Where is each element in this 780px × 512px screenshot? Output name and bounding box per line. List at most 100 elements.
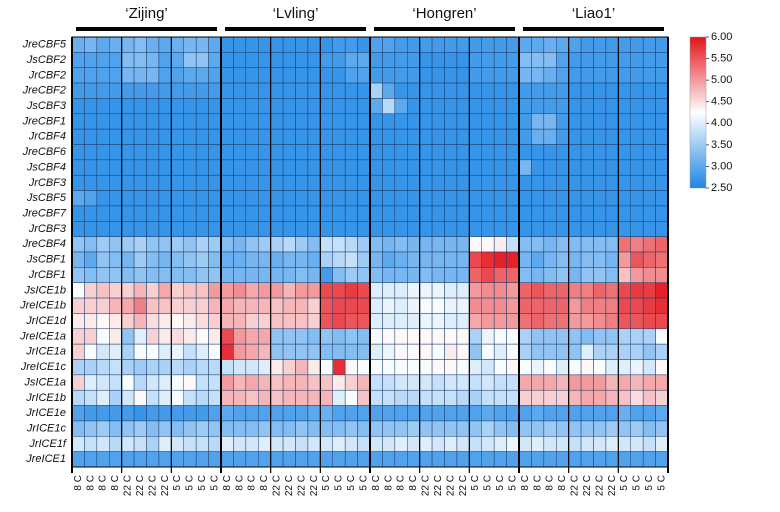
heat-cell — [282, 405, 296, 422]
heat-cell — [506, 359, 520, 376]
heat-cell — [481, 313, 495, 330]
heat-cell — [245, 159, 259, 176]
heat-cell — [531, 67, 545, 84]
heat-cell — [618, 251, 631, 268]
heat-cell — [220, 297, 234, 314]
heat-cell — [642, 67, 656, 84]
heat-cell — [133, 374, 147, 391]
heat-cell — [245, 36, 259, 53]
heat-cell — [220, 236, 234, 253]
row-label: JreCBF2 — [22, 85, 66, 97]
heat-cell — [618, 451, 631, 468]
heat-cell — [605, 297, 619, 314]
heat-cell — [71, 297, 85, 314]
heat-cell — [642, 236, 656, 253]
heat-cell — [481, 128, 495, 145]
heat-cell — [556, 405, 569, 422]
heat-cell — [568, 190, 582, 207]
heat-cell — [493, 282, 507, 299]
heat-cell — [121, 297, 135, 314]
heat-cell — [556, 374, 569, 391]
heat-cell — [593, 36, 607, 53]
heat-cell — [208, 98, 222, 115]
heat-cell — [282, 436, 296, 452]
column-label: 22 C — [284, 475, 295, 496]
heat-cell — [71, 205, 85, 222]
heat-cell — [344, 451, 358, 468]
heat-cell — [407, 205, 420, 222]
heat-cell — [220, 205, 234, 222]
column-label: 5 C — [507, 475, 518, 491]
heat-cell — [456, 343, 470, 360]
heat-cell — [84, 267, 98, 283]
heat-cell — [295, 82, 309, 99]
heat-cell — [543, 389, 557, 406]
heat-cell — [531, 190, 545, 207]
heat-cell — [456, 236, 470, 253]
group-bar — [374, 27, 515, 31]
heat-cell — [506, 451, 520, 468]
heat-cell — [270, 144, 284, 161]
heat-cell — [419, 251, 433, 268]
heat-cell — [419, 159, 433, 176]
heat-cell — [618, 159, 631, 176]
heat-cell — [71, 67, 85, 84]
heat-cell — [655, 297, 669, 314]
heat-cell — [109, 267, 122, 283]
heat-cell — [593, 221, 607, 237]
heat-cell — [518, 328, 532, 345]
heat-cell — [506, 128, 520, 145]
heat-cell — [146, 190, 160, 207]
heat-cell — [469, 313, 483, 330]
heat-cell — [183, 251, 197, 268]
heat-cell — [605, 374, 619, 391]
heat-cell — [543, 236, 557, 253]
heat-cell — [543, 313, 557, 330]
heat-cell — [655, 451, 669, 468]
heat-cell — [357, 359, 371, 376]
row-label: JrICE1c — [26, 423, 67, 435]
heat-cell — [481, 297, 495, 314]
heat-cell — [518, 128, 532, 145]
column-label: 22 C — [160, 475, 171, 496]
heat-cell — [605, 221, 619, 237]
heat-cell — [618, 282, 631, 299]
heat-cell — [158, 405, 172, 422]
heat-cell — [580, 343, 594, 360]
heat-cell — [531, 52, 545, 68]
heat-cell — [568, 128, 582, 145]
heat-cell — [121, 328, 135, 345]
heat-cell — [320, 98, 334, 115]
heat-cell — [208, 359, 222, 376]
heat-cell — [642, 389, 656, 406]
heat-cell — [71, 174, 85, 191]
heat-cell — [444, 144, 458, 161]
heat-cell — [493, 420, 507, 437]
heat-cell — [109, 282, 122, 299]
heat-cell — [568, 374, 582, 391]
heat-cell — [84, 174, 98, 191]
heat-cell — [71, 282, 85, 299]
heat-cell — [580, 82, 594, 99]
heat-cell — [580, 389, 594, 406]
heat-cell — [320, 389, 334, 406]
heat-cell — [369, 451, 383, 468]
heat-cell — [307, 436, 321, 452]
heat-cell — [344, 282, 358, 299]
heat-cell — [295, 36, 309, 53]
heat-cell — [481, 451, 495, 468]
heat-cell — [270, 328, 284, 345]
heat-cell — [270, 205, 284, 222]
heat-cell — [382, 313, 396, 330]
heat-cell — [332, 174, 346, 191]
heat-cell — [506, 389, 520, 406]
heat-cell — [71, 251, 85, 268]
heat-cell — [121, 436, 135, 452]
heat-cell — [444, 451, 458, 468]
heat-cell — [456, 420, 470, 437]
heat-cell — [282, 282, 296, 299]
heat-cell — [258, 405, 271, 422]
heat-cell — [270, 36, 284, 53]
heat-cell — [369, 374, 383, 391]
heat-cell — [593, 67, 607, 84]
